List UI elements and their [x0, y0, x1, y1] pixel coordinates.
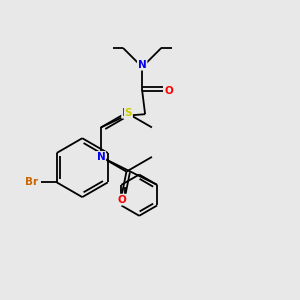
Text: O: O — [118, 195, 126, 205]
Text: S: S — [124, 108, 132, 118]
Text: N: N — [122, 108, 131, 118]
Text: Br: Br — [25, 177, 38, 188]
Text: N: N — [97, 152, 105, 162]
Text: N: N — [138, 60, 146, 70]
Text: O: O — [164, 85, 173, 96]
